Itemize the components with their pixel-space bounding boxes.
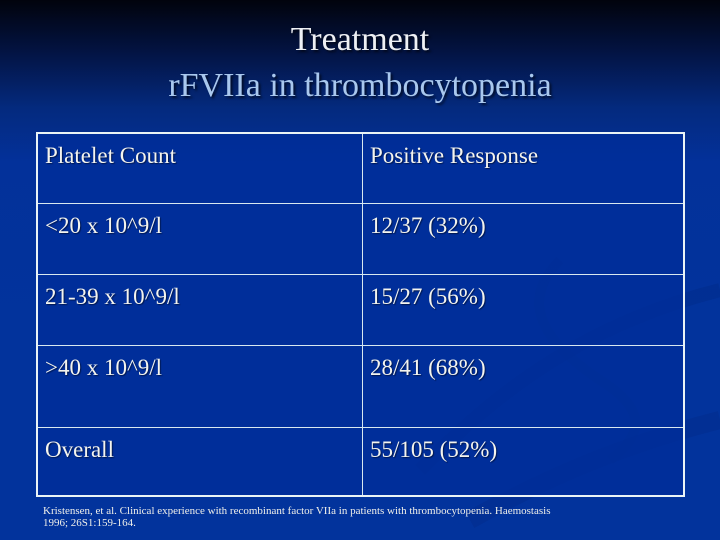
cell-positive-response: 55/105 (52%) bbox=[362, 426, 685, 497]
table-row: 21-39 x 10^9/l 15/27 (56%) bbox=[36, 273, 685, 346]
table-row-overall: Overall 55/105 (52%) bbox=[36, 426, 685, 497]
citation-line-2: 1996; 26S1:159-164. bbox=[43, 517, 136, 529]
table-header-row: Platelet Count Positive Response bbox=[36, 132, 685, 204]
cell-positive-response: 15/27 (56%) bbox=[362, 273, 685, 346]
cell-platelet-count: <20 x 10^9/l bbox=[36, 202, 363, 275]
header-platelet-count: Platelet Count bbox=[36, 132, 363, 204]
slide-title: Treatment rFVIIa in thrombocytopenia bbox=[0, 18, 720, 110]
table-row: >40 x 10^9/l 28/41 (68%) bbox=[36, 344, 685, 428]
citation-reference: Kristensen, et al. Clinical experience w… bbox=[43, 505, 693, 529]
table-row: <20 x 10^9/l 12/37 (32%) bbox=[36, 202, 685, 275]
title-line-treatment: Treatment bbox=[290, 21, 430, 58]
cell-positive-response: 12/37 (32%) bbox=[362, 202, 685, 275]
cell-platelet-count: Overall bbox=[36, 426, 363, 497]
platelet-response-table: Platelet Count Positive Response <20 x 1… bbox=[36, 132, 685, 497]
cell-positive-response: 28/41 (68%) bbox=[362, 344, 685, 428]
citation-line-1: Kristensen, et al. Clinical experience w… bbox=[43, 505, 551, 517]
cell-platelet-count: >40 x 10^9/l bbox=[36, 344, 363, 428]
header-positive-response: Positive Response bbox=[362, 132, 685, 204]
cell-platelet-count: 21-39 x 10^9/l bbox=[36, 273, 363, 346]
title-line-subtitle: rFVIIa in thrombocytopenia bbox=[168, 67, 552, 104]
